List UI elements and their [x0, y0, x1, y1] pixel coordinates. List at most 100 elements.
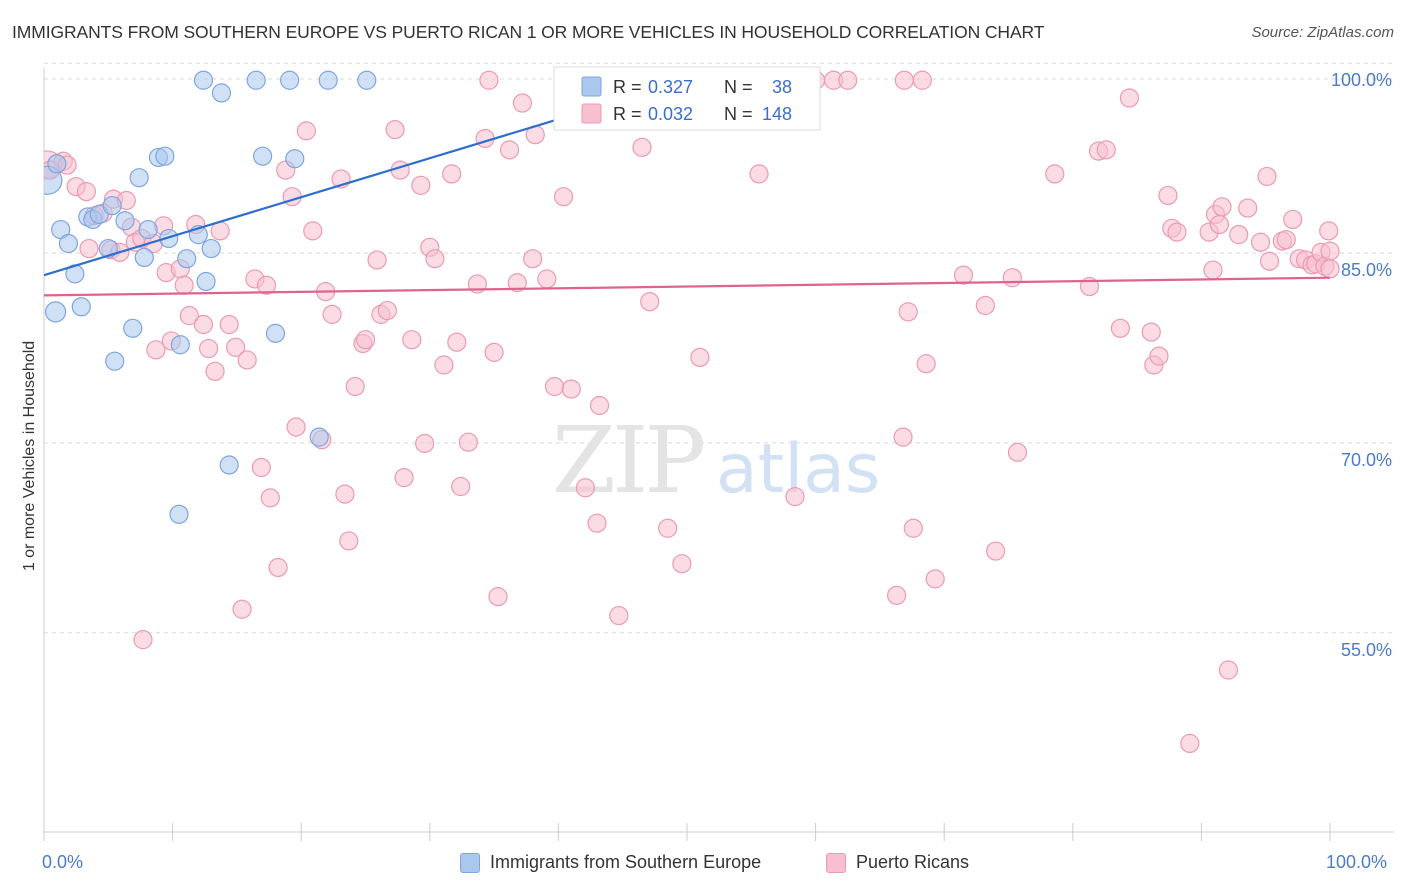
data-point-puerto-ricans: [345, 376, 365, 397]
data-point-puerto-ricans: [1212, 197, 1232, 217]
data-point-puerto-ricans: [251, 457, 271, 478]
data-point-puerto-ricans: [1283, 209, 1303, 230]
data-point-puerto-ricans: [1096, 140, 1116, 160]
bottom-legend-item-blue: Immigrants from Southern Europe: [460, 852, 761, 873]
data-point-puerto-ricans: [394, 468, 414, 488]
data-point-immigrants: [219, 455, 239, 475]
data-point-puerto-ricans: [237, 350, 257, 370]
bottom-legend-item-pink: Puerto Ricans: [826, 852, 969, 873]
data-point-puerto-ricans: [193, 314, 214, 335]
data-point-puerto-ricans: [434, 355, 454, 375]
data-point-puerto-ricans: [838, 70, 858, 90]
y-tick-label: 70.0%: [1341, 450, 1392, 470]
data-point-puerto-ricans: [553, 187, 574, 207]
y-tick-label: 100.0%: [1331, 70, 1392, 90]
series-immigrants-southern-europe: [44, 70, 377, 524]
data-point-immigrants: [280, 70, 300, 90]
y-tick-label: 85.0%: [1341, 260, 1392, 280]
data-point-puerto-ricans: [561, 379, 581, 399]
data-point-puerto-ricans: [179, 306, 199, 326]
data-point-puerto-ricans: [479, 70, 499, 90]
data-point-immigrants: [47, 154, 67, 174]
x-tick-label-min: 0.0%: [42, 852, 84, 872]
data-point-puerto-ricans: [690, 347, 710, 368]
data-point-puerto-ricans: [898, 302, 918, 322]
legend-r-label-blue: R =: [613, 77, 642, 97]
legend-r-value-blue: 0.327: [648, 77, 693, 97]
data-point-puerto-ricans: [1320, 241, 1340, 261]
data-point-puerto-ricans: [499, 140, 520, 160]
data-point-puerto-ricans: [785, 487, 805, 507]
data-point-puerto-ricans: [1250, 232, 1271, 252]
legend-r-label-pink: R =: [613, 104, 642, 124]
y-tick-label: 55.0%: [1341, 640, 1392, 660]
data-point-immigrants: [134, 247, 154, 268]
bottom-legend-swatch-pink: [826, 852, 846, 873]
data-point-puerto-ricans: [903, 518, 923, 538]
data-point-puerto-ricans: [1158, 185, 1178, 206]
data-point-immigrants: [71, 297, 91, 317]
data-point-puerto-ricans: [199, 338, 219, 359]
data-point-puerto-ricans: [367, 250, 387, 270]
data-point-puerto-ricans: [1203, 260, 1223, 280]
data-point-puerto-ricans: [256, 275, 277, 295]
data-point-puerto-ricans: [1007, 442, 1028, 462]
data-point-puerto-ricans: [232, 599, 252, 619]
data-point-immigrants: [102, 195, 122, 216]
trend-line-puerto-ricans: [43, 276, 1331, 297]
data-point-puerto-ricans: [402, 330, 422, 350]
legend-r-value-pink: 0.032: [648, 104, 693, 124]
data-point-puerto-ricans: [640, 292, 660, 312]
data-point-puerto-ricans: [1002, 268, 1022, 288]
legend-n-value-pink: 148: [762, 104, 792, 124]
data-point-puerto-ricans: [589, 395, 610, 416]
data-point-puerto-ricans: [1110, 318, 1130, 338]
data-point-puerto-ricans: [893, 427, 913, 447]
data-point-puerto-ricans: [488, 587, 508, 607]
watermark: ZIP atlas: [552, 407, 880, 514]
data-point-puerto-ricans: [385, 120, 405, 140]
data-point-puerto-ricans: [79, 238, 99, 259]
x-tick-label-max: 100.0%: [1326, 852, 1388, 872]
data-point-puerto-ricans: [219, 314, 239, 335]
data-point-puerto-ricans: [507, 273, 527, 293]
data-point-puerto-ricans: [268, 557, 288, 578]
data-point-puerto-ricans: [925, 569, 945, 589]
data-point-puerto-ricans: [1259, 251, 1280, 271]
data-point-puerto-ricans: [447, 332, 467, 352]
data-point-puerto-ricans: [458, 432, 478, 452]
data-point-puerto-ricans: [260, 488, 280, 508]
data-point-immigrants: [170, 335, 190, 355]
data-point-immigrants: [285, 149, 305, 169]
data-point-puerto-ricans: [442, 164, 462, 184]
data-point-puerto-ricans: [133, 630, 153, 650]
legend-swatch-blue: [581, 76, 602, 97]
data-point-puerto-ricans: [1167, 222, 1187, 242]
data-point-puerto-ricans: [537, 269, 557, 289]
data-point-puerto-ricans: [523, 249, 543, 269]
data-point-immigrants: [201, 238, 221, 259]
data-point-puerto-ricans: [335, 484, 355, 504]
data-point-immigrants: [309, 427, 329, 447]
data-point-immigrants: [98, 238, 118, 259]
data-point-immigrants: [138, 219, 158, 240]
data-point-immigrants: [318, 70, 338, 90]
data-point-puerto-ricans: [1276, 230, 1296, 250]
data-point-puerto-ricans: [76, 182, 97, 202]
data-point-puerto-ricans: [322, 304, 342, 324]
data-point-immigrants: [193, 70, 214, 90]
data-point-puerto-ricans: [355, 330, 376, 350]
axes: [43, 68, 1394, 841]
data-point-puerto-ricans: [1257, 166, 1277, 187]
data-point-puerto-ricans: [1319, 221, 1339, 241]
data-point-puerto-ricans: [146, 340, 166, 360]
data-point-puerto-ricans: [1141, 322, 1161, 342]
data-point-puerto-ricans: [749, 164, 769, 184]
y-tick-labels: 100.0% 85.0% 70.0% 55.0%: [1331, 70, 1392, 660]
data-point-puerto-ricans: [986, 541, 1006, 561]
legend-swatch-pink: [581, 103, 602, 124]
data-point-immigrants: [357, 70, 377, 90]
data-point-immigrants: [115, 211, 135, 231]
data-point-immigrants: [44, 301, 67, 323]
data-point-puerto-ricans: [609, 605, 629, 626]
